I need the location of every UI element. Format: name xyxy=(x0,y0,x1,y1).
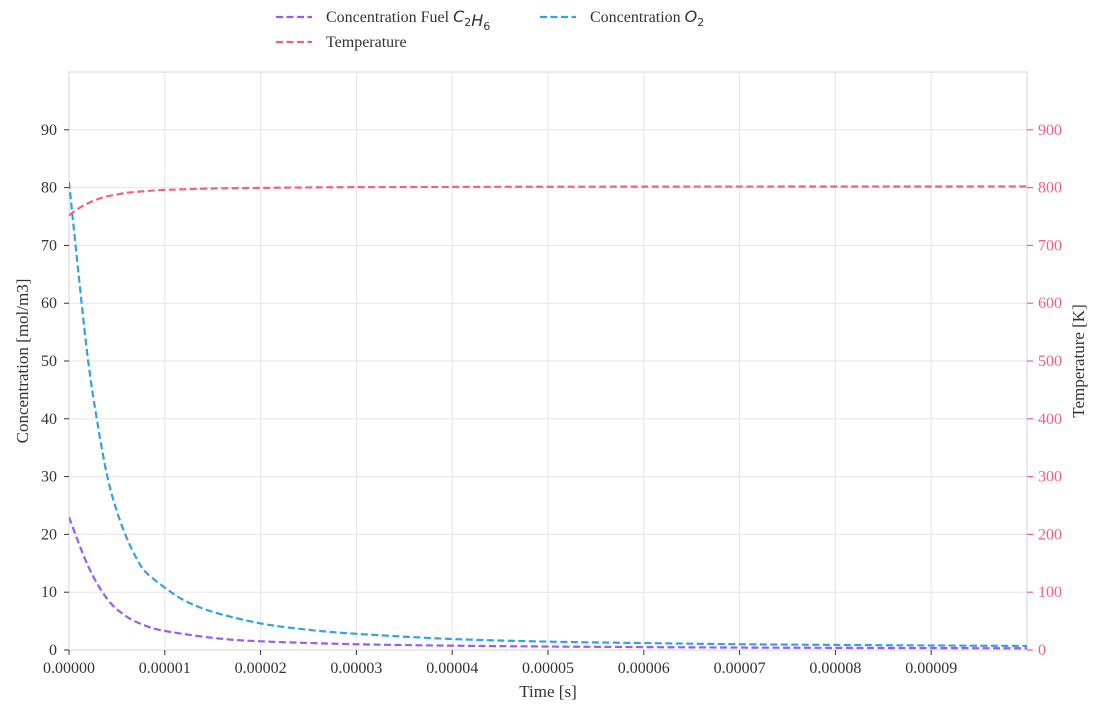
x-axis-label: Time [s] xyxy=(519,682,576,701)
y-left-tick-label: 50 xyxy=(41,353,57,370)
x-tick-label: 0.00003 xyxy=(330,660,382,677)
y-axis-label-left: Concentration [mol/m3] xyxy=(13,279,32,444)
y-right-tick-label: 300 xyxy=(1038,469,1062,486)
y-right-tick-label: 100 xyxy=(1038,584,1062,601)
y-left-tick-label: 70 xyxy=(41,237,57,254)
legend-entry: Concentration Fuel C2H6 xyxy=(326,7,490,33)
x-tick-label: 0.00008 xyxy=(809,660,861,677)
legend: Concentration Fuel C2H6 Concentration O2 T… xyxy=(276,7,704,51)
y-left-tick-label: 60 xyxy=(41,295,57,312)
y-axis-label-right: Temperature [K] xyxy=(1069,304,1088,418)
y-right-tick-label: 900 xyxy=(1038,122,1062,139)
y-right-tick-label: 600 xyxy=(1038,295,1062,312)
legend-entry: Concentration O2 xyxy=(590,7,704,29)
series-layer xyxy=(69,181,1027,650)
legend-entry: Temperature xyxy=(326,34,407,51)
x-tick-label: 0.00002 xyxy=(235,660,287,677)
y-left-tick-label: 30 xyxy=(41,469,57,486)
series-line-1 xyxy=(69,181,1027,648)
x-tick-label: 0.00007 xyxy=(714,660,766,677)
y-left-tick-label: 0 xyxy=(49,642,57,659)
y-right-tick-label: 500 xyxy=(1038,353,1062,370)
x-tick-label: 0.00006 xyxy=(618,660,670,677)
y-right-tick-label: 200 xyxy=(1038,526,1062,543)
grid xyxy=(68,72,1027,651)
x-tick-label: 0.00000 xyxy=(43,660,95,677)
y-left-tick-label: 90 xyxy=(41,122,57,139)
y-right-tick-label: 0 xyxy=(1038,642,1046,659)
series-line-0 xyxy=(69,516,1027,650)
ticks-layer: 0.00000 0.00001 0.00002 0.00003 0.00004 0.000… xyxy=(41,122,1062,677)
x-tick-label: 0.00005 xyxy=(522,660,574,677)
y-left-tick-label: 80 xyxy=(41,180,57,197)
y-right-tick-label: 400 xyxy=(1038,411,1062,428)
y-left-tick-label: 10 xyxy=(41,584,57,601)
series-line-2 xyxy=(69,185,1027,217)
y-left-tick-label: 20 xyxy=(41,526,57,543)
y-left-tick-label: 40 xyxy=(41,411,57,428)
x-tick-label: 0.00001 xyxy=(139,660,191,677)
x-tick-label: 0.00009 xyxy=(905,660,957,677)
y-right-tick-label: 800 xyxy=(1038,180,1062,197)
y-right-tick-label: 700 xyxy=(1038,237,1062,254)
x-tick-label: 0.00004 xyxy=(426,660,478,677)
